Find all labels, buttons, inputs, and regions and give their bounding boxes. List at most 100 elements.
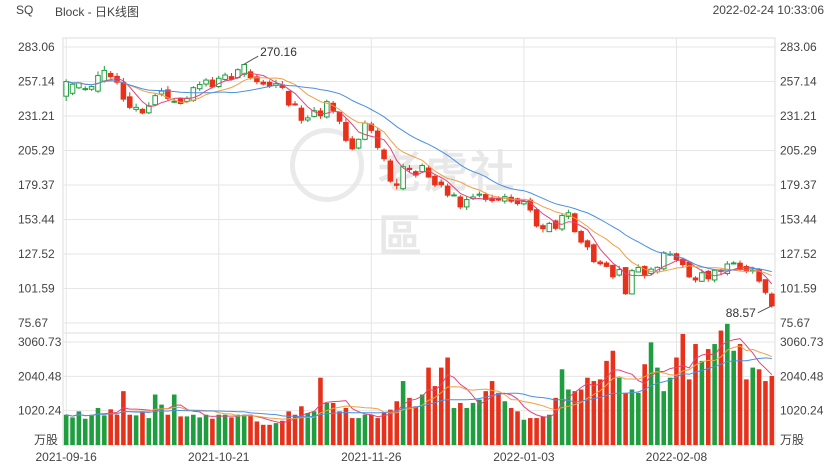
volume-bar: [82, 418, 88, 445]
price-tick-label-left: 153.44: [18, 213, 55, 227]
volume-bar: [693, 344, 698, 445]
volume-bar: [171, 394, 177, 445]
volume-bar: [311, 411, 317, 445]
volume-bar: [362, 414, 368, 445]
volume-bar: [140, 411, 145, 445]
volume-bar: [318, 377, 323, 445]
volume-bar: [750, 367, 756, 445]
volume-bar: [515, 411, 520, 445]
volume-tick-label-right: 1020.24: [780, 404, 824, 418]
candle-body: [228, 76, 235, 80]
candle-body: [292, 103, 298, 106]
volume-tick-label-left: 1020.24: [18, 404, 62, 418]
candle-body: [158, 90, 165, 95]
candle-body: [699, 272, 705, 282]
candle-body: [349, 138, 356, 150]
volume-bar: [197, 417, 202, 445]
volume-bar: [502, 401, 508, 445]
volume-bar: [108, 409, 113, 445]
volume-bar: [731, 350, 736, 445]
volume-bar: [610, 350, 616, 445]
watermark-logo-icon: [290, 128, 364, 202]
volume-bar: [470, 402, 476, 445]
candle-body: [196, 83, 203, 90]
volume-bar: [89, 414, 94, 445]
volume-bar: [445, 357, 450, 445]
volume-bar: [585, 377, 590, 445]
volume-bar: [655, 367, 660, 445]
candle-body: [374, 130, 381, 148]
volume-bar: [426, 367, 431, 445]
volume-tick-label-left: 3060.73: [18, 335, 62, 349]
price-tick-label-right: 179.37: [780, 178, 817, 192]
volume-bar: [286, 411, 291, 445]
volume-bar: [477, 399, 482, 445]
volume-bar: [483, 391, 489, 445]
volume-bar: [229, 417, 234, 445]
candle-body: [254, 76, 260, 83]
volume-bar: [496, 392, 501, 445]
candle-body: [635, 266, 642, 273]
volume-bar: [337, 411, 342, 445]
volume-bar: [661, 391, 667, 445]
volume-bar: [102, 415, 107, 445]
volume-bar: [159, 404, 164, 445]
candle-body: [152, 95, 158, 106]
volume-bar: [769, 376, 775, 445]
volume-bar: [178, 416, 183, 445]
volume-bar: [191, 414, 196, 445]
volume-bar: [534, 418, 539, 445]
volume-panel-frame: [62, 332, 776, 446]
price-ma-long-line: [66, 80, 772, 273]
price-tick-label-left: 205.29: [18, 143, 55, 157]
volume-bar: [756, 369, 762, 445]
candle-body: [540, 225, 546, 230]
candle-body: [476, 193, 483, 196]
volume-bar: [165, 414, 171, 445]
volume-bar: [547, 414, 552, 445]
price-tick-label-right: 205.29: [780, 143, 817, 157]
annotation-leader: [243, 55, 259, 65]
candle-body: [438, 181, 445, 186]
volume-bar: [121, 391, 126, 445]
volume-bar: [127, 414, 133, 445]
candle-body: [222, 74, 228, 80]
volume-bar: [508, 407, 514, 445]
candle-body: [298, 107, 305, 121]
candle-body: [622, 267, 629, 295]
candle-body: [559, 215, 565, 230]
volume-tick-label-right: 3060.73: [780, 335, 824, 349]
price-tick-label-left: 283.06: [18, 40, 55, 54]
volume-tick-label-right: 2040.48: [780, 369, 824, 383]
volume-bar: [330, 402, 336, 445]
volume-bar: [686, 379, 692, 445]
volume-bar: [674, 357, 679, 445]
volume-bar: [521, 419, 527, 445]
volume-bar: [680, 333, 686, 445]
volume-ma-long-line: [66, 357, 772, 418]
volume-bar: [578, 389, 584, 445]
volume-bar: [763, 381, 768, 445]
candle-body: [610, 264, 616, 278]
price-tick-label-right: 231.21: [780, 109, 817, 123]
volume-bar: [70, 417, 75, 445]
volume-bar: [616, 377, 622, 445]
candle-body: [133, 106, 139, 110]
price-tick-label-left: 179.37: [18, 178, 55, 192]
volume-bar: [718, 330, 724, 445]
x-axis-tick-label: 2022-01-03: [493, 450, 555, 464]
candle-body: [177, 98, 184, 105]
candle-body: [139, 108, 146, 114]
candle-body: [101, 69, 108, 82]
volume-bar: [356, 418, 361, 445]
candle-body: [209, 79, 216, 88]
candle-body: [591, 244, 597, 263]
candle-body: [730, 262, 737, 265]
candle-body: [603, 262, 610, 267]
candle-body: [552, 220, 559, 229]
candle-body: [69, 83, 76, 94]
volume-bar: [623, 392, 628, 445]
candle-body: [362, 122, 368, 140]
x-axis-tick-label: 2021-09-16: [35, 450, 97, 464]
